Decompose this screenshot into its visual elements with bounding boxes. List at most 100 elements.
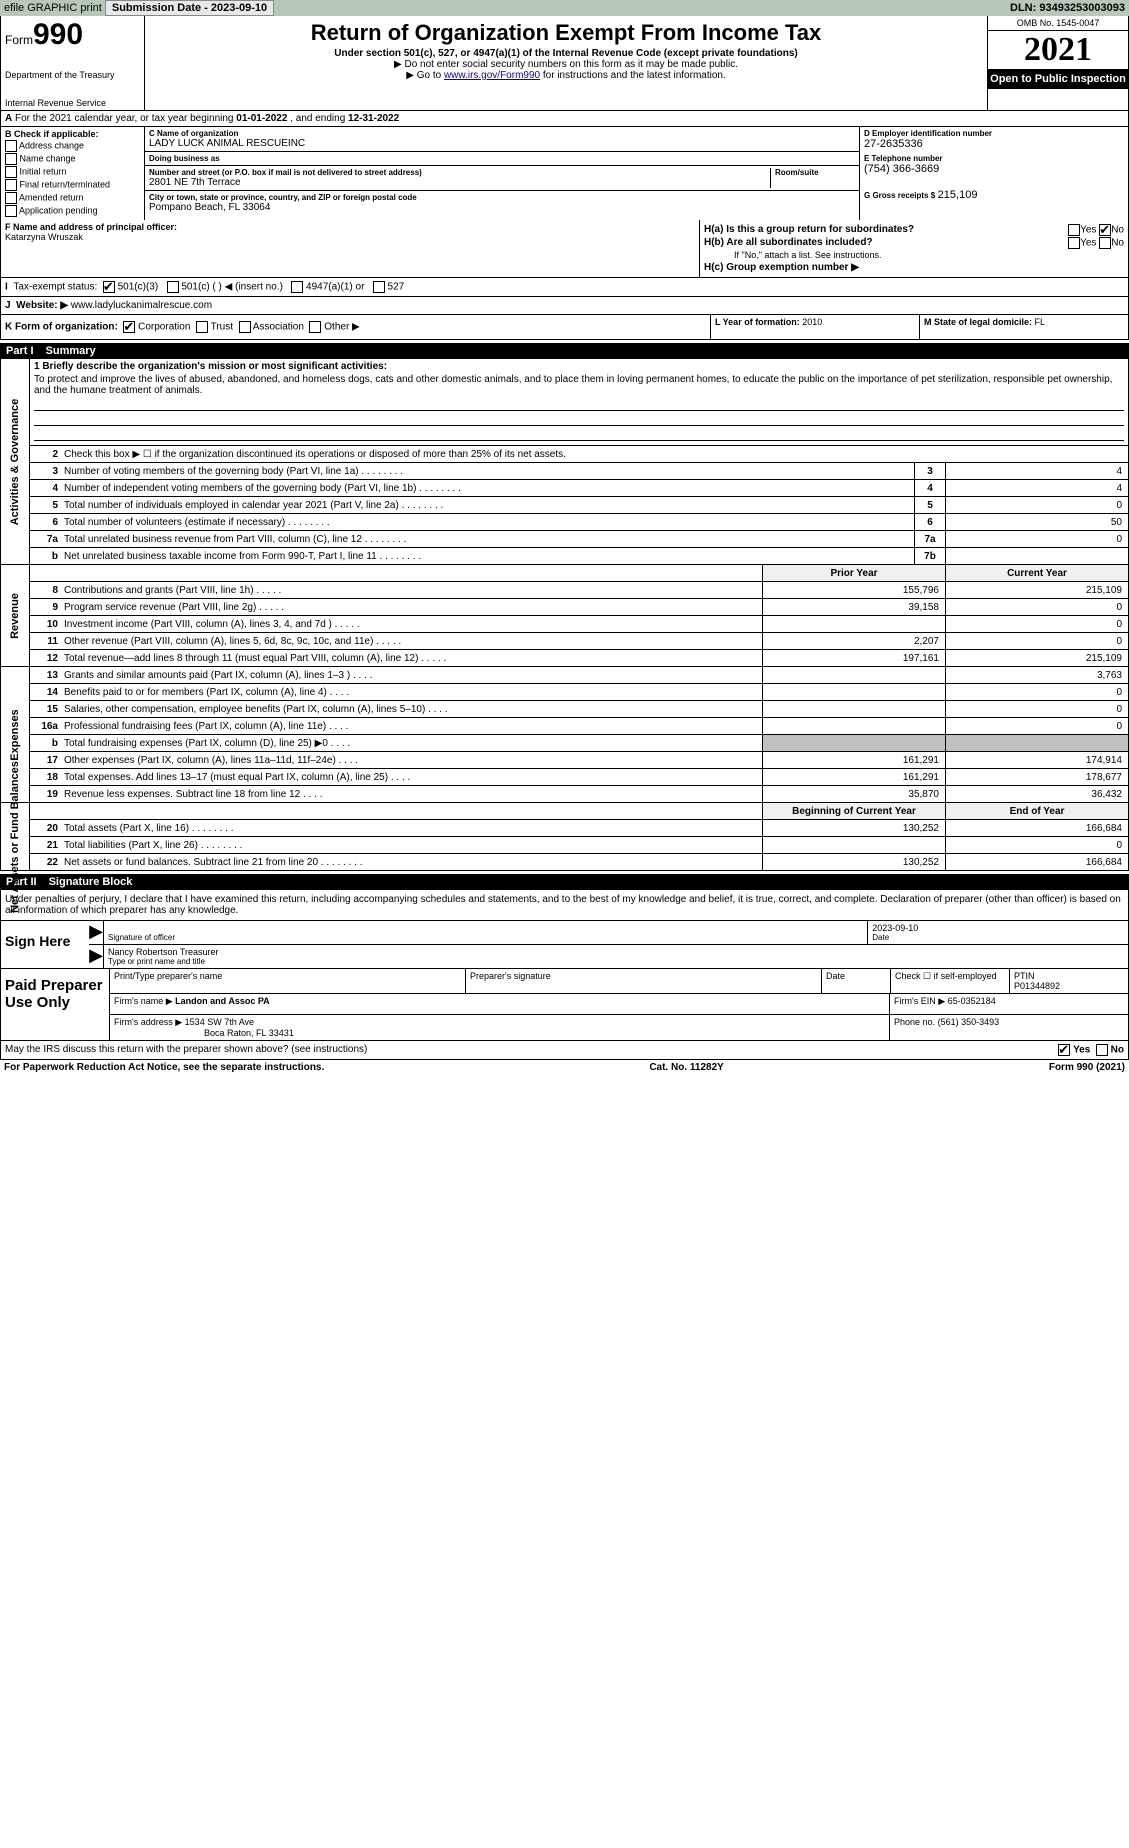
revenue-vert-label: Revenue	[9, 593, 21, 639]
efile-label: efile GRAPHIC print	[4, 2, 102, 14]
dba-label: Doing business as	[149, 154, 855, 163]
form-page-label: Form 990 (2021)	[1049, 1062, 1125, 1073]
summary-row: 18Total expenses. Add lines 13–17 (must …	[30, 769, 1128, 786]
h-b-note: If "No," attach a list. See instructions…	[704, 250, 1124, 260]
expenses-section: Expenses 13Grants and similar amounts pa…	[0, 667, 1129, 803]
dept-treasury: Department of the Treasury	[5, 70, 140, 80]
line-i: I Tax-exempt status: 501(c)(3) 501(c) ( …	[0, 278, 1129, 297]
phone-value: (754) 366-3669	[864, 163, 1124, 175]
may-irs-discuss: May the IRS discuss this return with the…	[0, 1041, 1129, 1060]
irs-link[interactable]: www.irs.gov/Form990	[444, 70, 540, 81]
ptin-label: PTIN	[1014, 971, 1124, 981]
chk-trust[interactable]	[196, 321, 208, 333]
chk-other[interactable]	[309, 321, 321, 333]
mission-label: 1 Briefly describe the organization's mi…	[34, 361, 1124, 372]
discuss-yes[interactable]	[1058, 1044, 1070, 1056]
sign-here-block: Sign Here ▶ Signature of officer 2023-09…	[0, 921, 1129, 969]
form-word: Form	[5, 33, 33, 47]
end-year-header: End of Year	[945, 803, 1128, 819]
summary-row: 11Other revenue (Part VIII, column (A), …	[30, 633, 1128, 650]
name-label: C Name of organization	[149, 129, 855, 138]
chk-app-pending[interactable]: Application pending	[5, 205, 140, 217]
chk-501c[interactable]	[167, 281, 179, 293]
firm-name: Landon and Assoc PA	[175, 996, 270, 1006]
summary-row: 7aTotal unrelated business revenue from …	[30, 531, 1128, 548]
gross-value: 215,109	[938, 189, 978, 201]
chk-address-change[interactable]: Address change	[5, 140, 140, 152]
chk-4947[interactable]	[291, 281, 303, 293]
signature-intro: Under penalties of perjury, I declare th…	[0, 890, 1129, 921]
summary-row: 22Net assets or fund balances. Subtract …	[30, 854, 1128, 870]
arrow-icon: ▶	[89, 921, 104, 944]
begin-year-header: Beginning of Current Year	[762, 803, 945, 819]
firm-ein: 65-0352184	[948, 996, 996, 1006]
submission-date-button[interactable]: Submission Date - 2023-09-10	[105, 0, 274, 16]
room-label: Room/suite	[775, 168, 855, 177]
ein-value: 27-2635336	[864, 138, 1124, 150]
irs-label: Internal Revenue Service	[5, 98, 140, 108]
line-j: J Website: ▶ www.ladyluckanimalrescue.co…	[0, 297, 1129, 315]
summary-row: bNet unrelated business taxable income f…	[30, 548, 1128, 564]
summary-row: 12Total revenue—add lines 8 through 11 (…	[30, 650, 1128, 666]
website-value: www.ladyluckanimalrescue.com	[71, 300, 212, 311]
gross-label: G Gross receipts $	[864, 191, 935, 200]
chk-501c3[interactable]	[103, 281, 115, 293]
chk-assoc[interactable]	[239, 321, 251, 333]
part2-header: Part IISignature Block	[0, 874, 1129, 890]
form-number: 990	[33, 18, 83, 51]
chk-corp[interactable]	[123, 321, 135, 333]
instructions-note: ▶ Go to www.irs.gov/Form990 for instruct…	[149, 70, 983, 81]
h-a: H(a) Is this a group return for subordin…	[704, 224, 1124, 235]
revenue-section: Revenue Prior Year Current Year 8Contrib…	[0, 565, 1129, 667]
officer-label: F Name and address of principal officer:	[5, 222, 695, 232]
addr-label: Number and street (or P.O. box if mail i…	[149, 168, 770, 177]
summary-row: bTotal fundraising expenses (Part IX, co…	[30, 735, 1128, 752]
preparer-name-header: Print/Type preparer's name	[110, 969, 466, 993]
summary-row: 3Number of voting members of the governi…	[30, 463, 1128, 480]
summary-row: 6Total number of volunteers (estimate if…	[30, 514, 1128, 531]
block-b-label: B Check if applicable:	[5, 129, 140, 139]
tax-year: 2021	[988, 31, 1128, 69]
omb-number: OMB No. 1545-0047	[988, 16, 1128, 31]
summary-row: 8Contributions and grants (Part VIII, li…	[30, 582, 1128, 599]
city-state-zip: Pompano Beach, FL 33064	[149, 202, 855, 213]
blocks-fh: F Name and address of principal officer:…	[0, 220, 1129, 278]
firm-phone: (561) 350-3493	[938, 1017, 1000, 1027]
netassets-vert-label: Net Assets or Fund Balances	[9, 761, 21, 913]
chk-initial-return[interactable]: Initial return	[5, 166, 140, 178]
street-address: 2801 NE 7th Terrace	[149, 177, 770, 188]
summary-row: 9Program service revenue (Part VIII, lin…	[30, 599, 1128, 616]
preparer-date-header: Date	[822, 969, 891, 993]
discuss-no[interactable]	[1096, 1044, 1108, 1056]
chk-final-return[interactable]: Final return/terminated	[5, 179, 140, 191]
chk-amended[interactable]: Amended return	[5, 192, 140, 204]
paid-preparer-label: Paid Preparer Use Only	[1, 969, 110, 1040]
summary-row: 20Total assets (Part X, line 16) . . . .…	[30, 820, 1128, 837]
h-c: H(c) Group exemption number ▶	[704, 262, 1124, 273]
blocks-bcd: B Check if applicable: Address change Na…	[0, 127, 1129, 220]
paperwork-notice: For Paperwork Reduction Act Notice, see …	[4, 1062, 324, 1073]
form-title: Return of Organization Exempt From Incom…	[149, 20, 983, 46]
page-footer: For Paperwork Reduction Act Notice, see …	[0, 1060, 1129, 1075]
phone-label: E Telephone number	[864, 154, 1124, 163]
self-employed-check[interactable]: Check ☐ if self-employed	[891, 969, 1010, 993]
sig-date-value: 2023-09-10	[872, 923, 1124, 933]
summary-row: 19Revenue less expenses. Subtract line 1…	[30, 786, 1128, 802]
chk-527[interactable]	[373, 281, 385, 293]
sign-here-label: Sign Here	[1, 921, 89, 968]
summary-row: 13Grants and similar amounts paid (Part …	[30, 667, 1128, 684]
chk-name-change[interactable]: Name change	[5, 153, 140, 165]
governance-vert-label: Activities & Governance	[9, 398, 21, 525]
mission-text: To protect and improve the lives of abus…	[34, 374, 1124, 396]
summary-row: 10Investment income (Part VIII, column (…	[30, 616, 1128, 633]
summary-row: 17Other expenses (Part IX, column (A), l…	[30, 752, 1128, 769]
summary-row: 4Number of independent voting members of…	[30, 480, 1128, 497]
governance-section: Activities & Governance 1 Briefly descri…	[0, 359, 1129, 565]
dln: DLN: 93493253003093	[1010, 2, 1125, 14]
summary-row: 5Total number of individuals employed in…	[30, 497, 1128, 514]
netassets-section: Net Assets or Fund Balances Beginning of…	[0, 803, 1129, 871]
summary-row: 14Benefits paid to or for members (Part …	[30, 684, 1128, 701]
ssn-note: ▶ Do not enter social security numbers o…	[149, 59, 983, 70]
firm-addr2: Boca Raton, FL 33431	[204, 1028, 294, 1038]
summary-row: 15Salaries, other compensation, employee…	[30, 701, 1128, 718]
